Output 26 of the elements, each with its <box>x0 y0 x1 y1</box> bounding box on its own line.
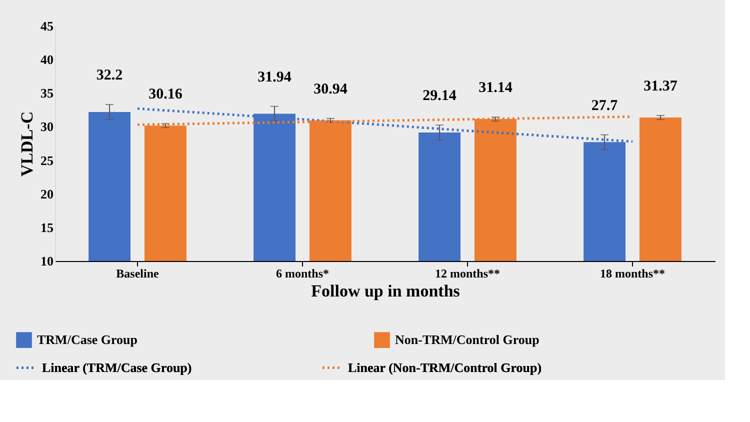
data-label: 30.16 <box>148 86 183 103</box>
y-tick-label: 45 <box>40 18 54 34</box>
x-tick-label: Baseline <box>116 266 160 280</box>
x-axis-title: Follow up in months <box>311 282 460 300</box>
data-label: 31.37 <box>644 78 678 94</box>
data-label: 31.14 <box>478 80 513 96</box>
y-tick-label: 10 <box>40 254 54 268</box>
legend-label: Non-TRM/Control Group <box>395 332 540 348</box>
y-tick-label: 15 <box>40 220 54 235</box>
legend-label: Linear (TRM/Case Group) <box>42 360 192 375</box>
data-label: 30.94 <box>314 81 348 98</box>
data-label: 27.7 <box>591 98 618 114</box>
y-axis-title: VLDL-C <box>18 111 36 177</box>
legend-label: TRM/Case Group <box>37 332 138 348</box>
x-tick-label: 18 months** <box>600 266 666 280</box>
data-label: 29.14 <box>422 88 457 104</box>
y-tick-label: 30 <box>40 119 54 134</box>
x-tick-label: 12 months** <box>434 266 500 280</box>
data-label: 31.94 <box>258 69 292 86</box>
y-tick-label: 25 <box>40 152 54 168</box>
x-tick-label: 6 months* <box>276 266 330 280</box>
y-tick-label: 20 <box>40 186 54 202</box>
y-tick-label: 35 <box>40 86 54 101</box>
legend-label: Linear (Non-TRM/Control Group) <box>348 360 542 375</box>
y-tick-label: 40 <box>40 52 54 68</box>
data-label: 32.2 <box>96 68 123 84</box>
